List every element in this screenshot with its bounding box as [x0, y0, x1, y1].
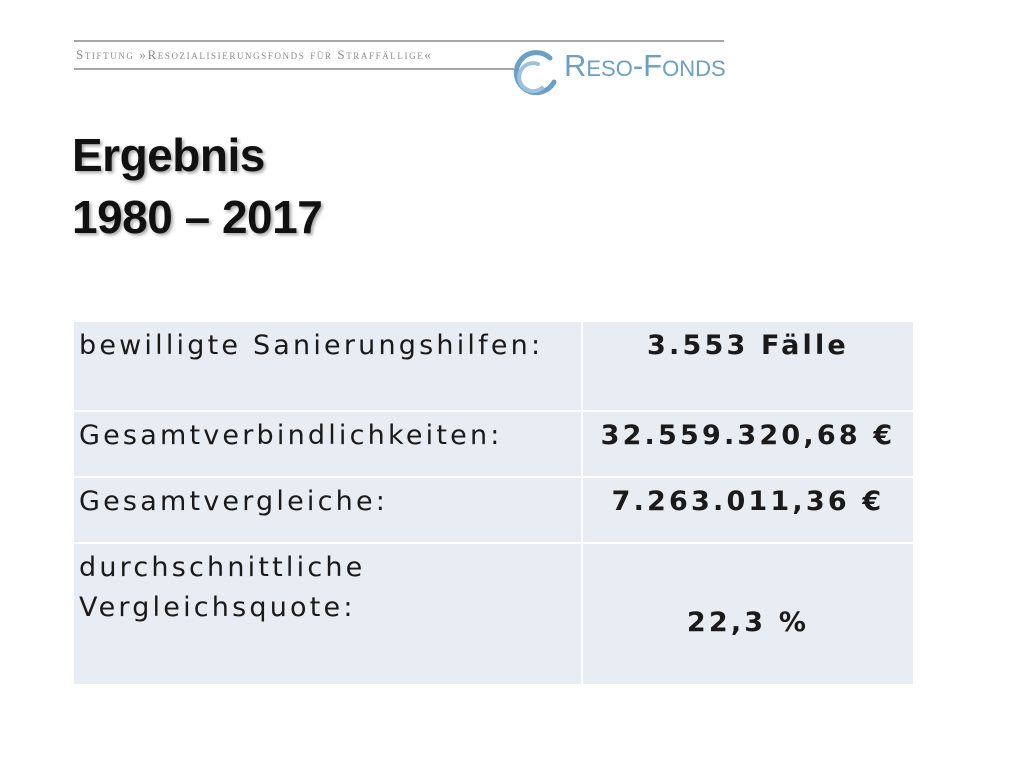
title-line-2: 1980 – 2017 — [72, 191, 323, 243]
title-line-1: Ergebnis — [72, 129, 265, 181]
logo-text: Reso-Fonds — [564, 48, 726, 83]
row-value: 3.553 Fälle — [581, 320, 915, 412]
table-row: Gesamtverbindlichkeiten: 32.559.320,68 € — [72, 410, 915, 478]
table-row: bewilligte Sanierungshilfen: 3.553 Fälle — [72, 320, 915, 412]
header-divider-bottom — [74, 68, 514, 70]
row-value: 7.263.011,36 € — [581, 476, 915, 544]
row-value: 22,3 % — [581, 542, 915, 686]
header-divider-top — [74, 40, 724, 42]
table-row: durchschnittliche Vergleichsquote: 22,3 … — [72, 542, 915, 686]
table-row: Gesamtvergleiche: 7.263.011,36 € — [72, 476, 915, 544]
foundation-name: Stiftung »Resozialisierungsfonds für Str… — [76, 47, 433, 62]
row-value: 32.559.320,68 € — [581, 410, 915, 478]
logo-rings-icon — [513, 50, 557, 96]
slide-title: Ergebnis 1980 – 2017 — [72, 124, 323, 248]
reso-fonds-logo: Reso-Fonds — [510, 44, 726, 98]
slide-header: Stiftung »Resozialisierungsfonds für Str… — [74, 36, 726, 98]
results-table: bewilligte Sanierungshilfen: 3.553 Fälle… — [72, 320, 915, 686]
row-label: durchschnittliche Vergleichsquote: — [72, 542, 583, 686]
row-label: bewilligte Sanierungshilfen: — [72, 320, 583, 412]
row-label: Gesamtverbindlichkeiten: — [72, 410, 583, 478]
row-label: Gesamtvergleiche: — [72, 476, 583, 544]
